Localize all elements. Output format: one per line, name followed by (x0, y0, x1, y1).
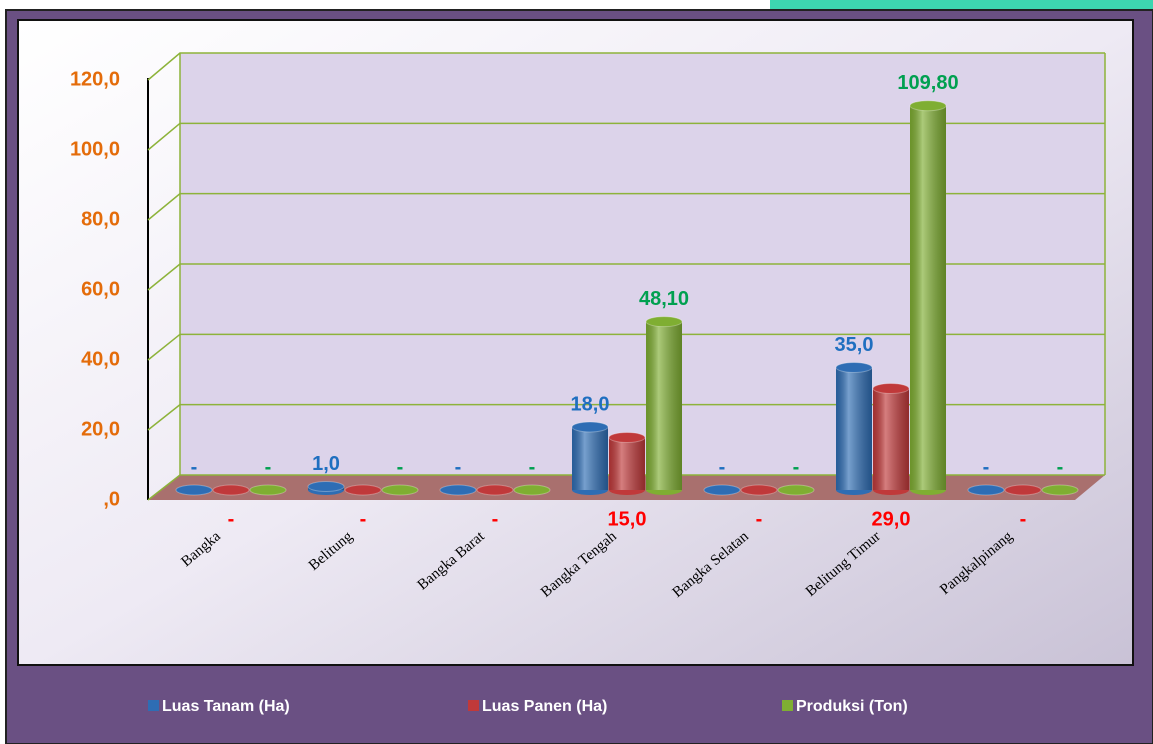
bar-top (307, 481, 345, 492)
legend-swatch (782, 700, 793, 711)
y-tick-label: ,0 (103, 488, 120, 510)
value-label: - (1057, 456, 1064, 478)
bar-top (175, 484, 213, 496)
grid-line (147, 403, 1105, 431)
bar-top (645, 316, 683, 328)
bar-top (740, 484, 778, 496)
bar-top (872, 383, 910, 394)
legend-label: Produksi (Ton) (796, 698, 908, 715)
bar-shade (646, 321, 682, 490)
bar-top (1004, 484, 1042, 496)
bar-shade (873, 388, 909, 490)
value-label: 35,0 (835, 334, 874, 356)
value-label: 48,10 (639, 288, 689, 310)
value-label: 29,0 (872, 508, 911, 530)
value-label: - (191, 456, 198, 478)
grid-line (147, 333, 1105, 361)
bar-top (608, 432, 646, 443)
value-label: 109,80 (897, 72, 958, 94)
value-label: - (529, 456, 536, 478)
value-label: 15,0 (608, 508, 647, 530)
value-label: - (1020, 508, 1027, 530)
bar-top (967, 484, 1005, 496)
bar-top (835, 362, 873, 373)
y-tick-label: 80,0 (81, 208, 120, 230)
value-label: 1,0 (312, 453, 340, 475)
legend-label: Luas Panen (Ha) (482, 698, 607, 715)
y-tick-label: 40,0 (81, 348, 120, 370)
value-label: 18,0 (571, 393, 610, 415)
grid-line (147, 52, 1105, 81)
grid-line (147, 474, 1105, 501)
value-label: - (397, 456, 404, 478)
grid-line (147, 122, 1105, 151)
y-tick-label: 120,0 (70, 68, 120, 90)
bar-shade (572, 427, 608, 490)
legend-swatch (148, 700, 159, 711)
value-label: - (492, 508, 499, 530)
bar-top (571, 421, 609, 433)
value-label: - (455, 456, 462, 478)
value-label: - (360, 508, 367, 530)
value-label: - (793, 456, 800, 478)
y-tick-label: 100,0 (70, 138, 120, 160)
bar-top (777, 484, 815, 496)
bar-shade (910, 105, 946, 490)
bar-top (344, 484, 382, 496)
legend-label: Luas Tanam (Ha) (162, 698, 290, 715)
grid-line (147, 192, 1105, 221)
y-tick-label: 60,0 (81, 278, 120, 300)
bar-top (909, 100, 947, 112)
bar-top (249, 484, 287, 496)
bar-top (439, 484, 477, 496)
value-label: - (228, 508, 235, 530)
bar-top (381, 484, 419, 496)
y-tick-label: 20,0 (81, 418, 120, 440)
bar-top (513, 484, 551, 496)
value-label: - (719, 456, 726, 478)
bar-shade (836, 367, 872, 490)
bar-top (212, 484, 250, 496)
bar-top (703, 484, 741, 496)
bar-shade (609, 437, 645, 490)
bar-top (476, 484, 514, 496)
value-label: - (756, 508, 763, 530)
grid-line (147, 263, 1105, 291)
value-label: - (983, 456, 990, 478)
bar-top (1041, 484, 1079, 496)
legend-swatch (468, 700, 479, 711)
value-label: - (265, 456, 272, 478)
